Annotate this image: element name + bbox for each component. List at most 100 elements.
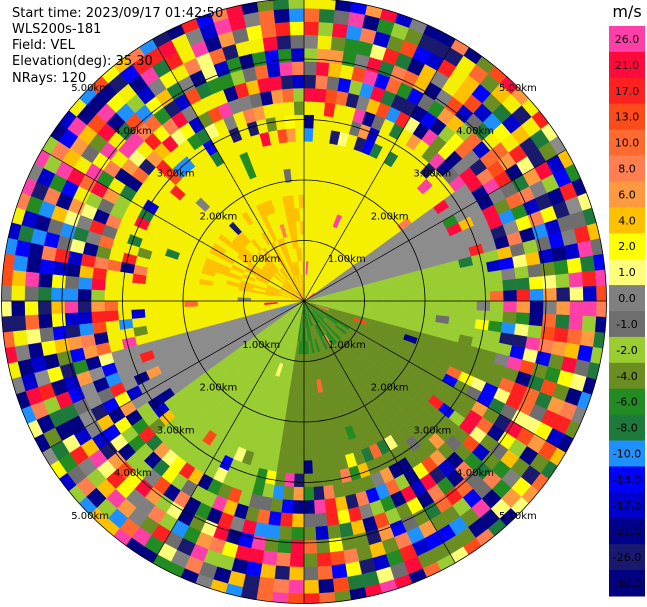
velocity-gate bbox=[294, 127, 305, 142]
velocity-gate bbox=[1, 300, 12, 318]
velocity-gate bbox=[303, 407, 311, 422]
velocity-gate bbox=[144, 300, 159, 310]
velocity-gate bbox=[210, 295, 225, 302]
colorbar-swatch bbox=[609, 285, 645, 312]
velocity-gate bbox=[515, 277, 531, 291]
range-ring-label: 4.00km bbox=[456, 468, 494, 479]
colorbar-swatch bbox=[609, 466, 645, 493]
velocity-gate bbox=[1, 316, 14, 333]
nrays-label: NRays: 120 bbox=[12, 71, 87, 86]
velocity-gate bbox=[278, 525, 293, 541]
velocity-gate bbox=[297, 407, 305, 422]
range-ring-label: 2.00km bbox=[371, 211, 409, 222]
velocity-gate bbox=[551, 340, 568, 357]
colorbar-swatch bbox=[609, 362, 645, 390]
velocity-gate bbox=[144, 292, 159, 302]
range-ring-label: 5.00km bbox=[499, 83, 537, 94]
velocity-gate bbox=[314, 74, 328, 90]
colorbar-tick-label: -6.0 bbox=[616, 396, 637, 409]
velocity-gate bbox=[257, 9, 276, 26]
velocity-gate bbox=[37, 286, 52, 302]
velocity-gate bbox=[300, 354, 305, 368]
velocity-gate bbox=[256, 509, 271, 525]
azimuth-spoke bbox=[152, 38, 305, 302]
range-ring-label: 3.00km bbox=[413, 425, 451, 436]
colorbar-swatch bbox=[609, 388, 645, 416]
velocity-gate bbox=[410, 300, 425, 308]
velocity-gate bbox=[396, 300, 411, 307]
velocity-gate bbox=[12, 254, 29, 273]
velocity-gate bbox=[105, 269, 121, 282]
velocity-gate bbox=[330, 550, 346, 566]
range-ring-label: 2.00km bbox=[199, 383, 237, 394]
velocity-gate bbox=[315, 61, 330, 77]
velocity-gate bbox=[500, 321, 517, 335]
velocity-gate bbox=[463, 300, 478, 311]
colorbar-tick-label: -13.0 bbox=[613, 473, 641, 486]
velocity-gate bbox=[303, 34, 319, 49]
velocity-gate bbox=[294, 460, 305, 475]
colorbar-tick-label: 1.0 bbox=[618, 266, 636, 279]
velocity-gate bbox=[476, 290, 491, 302]
colorbar-tick-label: -2.0 bbox=[616, 344, 637, 357]
velocity-gate bbox=[594, 269, 607, 286]
velocity-gate bbox=[303, 194, 310, 209]
velocity-gate bbox=[312, 114, 324, 130]
colorbar-swatch bbox=[609, 77, 645, 105]
colorbar-swatch bbox=[609, 544, 645, 571]
velocity-gate bbox=[489, 310, 504, 323]
velocity-gate bbox=[64, 288, 79, 302]
velocity-gate bbox=[157, 300, 172, 309]
velocity-gate bbox=[117, 300, 132, 312]
velocity-gate bbox=[39, 327, 55, 343]
velocity-gate bbox=[293, 486, 305, 501]
velocity-gate bbox=[313, 101, 326, 116]
velocity-gate bbox=[282, 101, 295, 116]
elevation-label: Elevation(deg): 35.30 bbox=[12, 54, 153, 69]
velocity-colorbar: m/s 26.0 21.0 17.0 13.0 10.0 8.0 6.0 4.0 2.0 1.0 0.… bbox=[609, 2, 645, 597]
velocity-gate bbox=[260, 22, 277, 39]
velocity-gate bbox=[303, 553, 319, 568]
velocity-gate bbox=[296, 154, 305, 169]
range-ring-label: 1.00km bbox=[328, 254, 366, 265]
velocity-gate bbox=[285, 127, 296, 143]
velocity-gate bbox=[24, 286, 39, 302]
velocity-gate bbox=[274, 471, 287, 487]
velocity-gate bbox=[331, 22, 348, 39]
velocity-gate bbox=[281, 88, 294, 103]
azimuth-spoke bbox=[152, 300, 305, 564]
site-label: WLS200s-181 bbox=[12, 22, 102, 37]
velocity-gate bbox=[310, 154, 320, 169]
velocity-gate bbox=[313, 486, 326, 501]
velocity-gate bbox=[104, 310, 119, 323]
velocity-gate bbox=[309, 181, 317, 196]
velocity-gate bbox=[489, 279, 504, 292]
colorbar-swatch bbox=[609, 103, 645, 131]
velocity-gate bbox=[303, 593, 321, 604]
velocity-gate bbox=[130, 291, 145, 302]
velocity-gate bbox=[555, 272, 571, 289]
velocity-gate bbox=[293, 473, 305, 488]
velocity-gate bbox=[118, 271, 134, 284]
velocity-gate bbox=[157, 285, 172, 295]
range-ring-label: 3.00km bbox=[157, 169, 195, 180]
colorbar-tick-label: 6.0 bbox=[618, 188, 636, 201]
velocity-gate bbox=[303, 500, 316, 515]
colorbar-tick-label: 10.0 bbox=[615, 137, 640, 150]
velocity-gate bbox=[272, 484, 285, 500]
velocity-gate bbox=[503, 300, 518, 313]
velocity-gate bbox=[568, 271, 584, 288]
velocity-gate bbox=[297, 180, 305, 195]
velocity-gate bbox=[596, 300, 607, 318]
velocity-gate bbox=[502, 311, 517, 324]
velocity-gate bbox=[237, 297, 252, 302]
range-ring-label: 1.00km bbox=[242, 340, 280, 351]
velocity-gate bbox=[144, 284, 159, 294]
velocity-gate bbox=[37, 313, 53, 330]
velocity-gate bbox=[525, 336, 541, 352]
velocity-gate bbox=[287, 446, 297, 461]
velocity-gate bbox=[289, 21, 305, 36]
velocity-gate bbox=[594, 316, 607, 333]
range-ring-label: 4.00km bbox=[114, 468, 152, 479]
velocity-gate bbox=[343, 300, 358, 305]
